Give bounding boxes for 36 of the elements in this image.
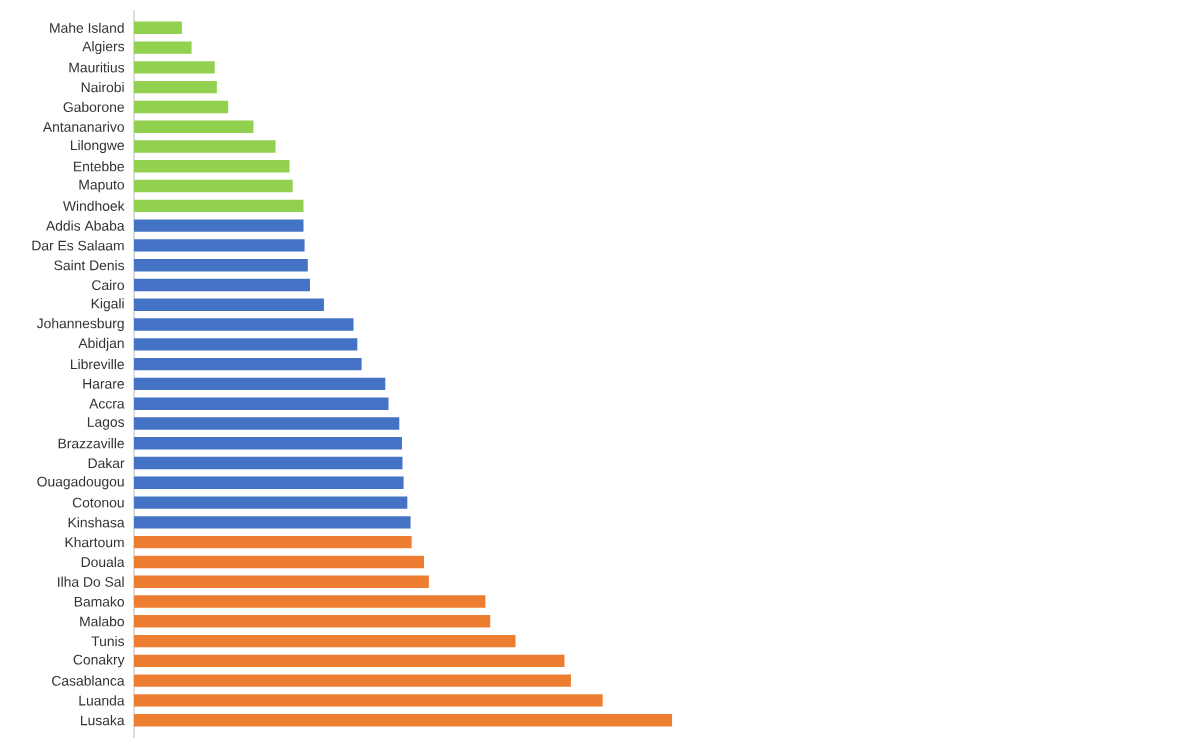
bar [134, 179, 293, 193]
bar [134, 239, 305, 252]
bar [134, 634, 516, 648]
bar [134, 199, 304, 213]
bar [134, 694, 603, 707]
bar [134, 120, 254, 133]
bar [134, 496, 408, 509]
bar [134, 100, 229, 114]
bar [134, 456, 403, 470]
bar [134, 298, 324, 311]
bar [134, 338, 358, 351]
bar [134, 21, 182, 35]
bar [134, 140, 276, 153]
bar [134, 397, 389, 410]
bar [134, 476, 404, 490]
bar [134, 595, 486, 608]
bar [134, 41, 192, 54]
bar [134, 575, 429, 588]
bar [134, 318, 354, 331]
bar [134, 516, 411, 529]
bar [134, 259, 308, 272]
bar [134, 278, 310, 292]
bar [134, 417, 400, 430]
bar [134, 535, 412, 549]
bar [134, 160, 290, 173]
bar [134, 555, 425, 569]
bar [134, 80, 217, 94]
bar [134, 357, 362, 371]
bar [134, 61, 215, 74]
bar [134, 377, 386, 391]
bar [134, 714, 673, 727]
bar [134, 219, 304, 232]
bar [134, 674, 571, 687]
bar [134, 615, 491, 628]
bar [134, 437, 402, 450]
bar [134, 654, 565, 668]
